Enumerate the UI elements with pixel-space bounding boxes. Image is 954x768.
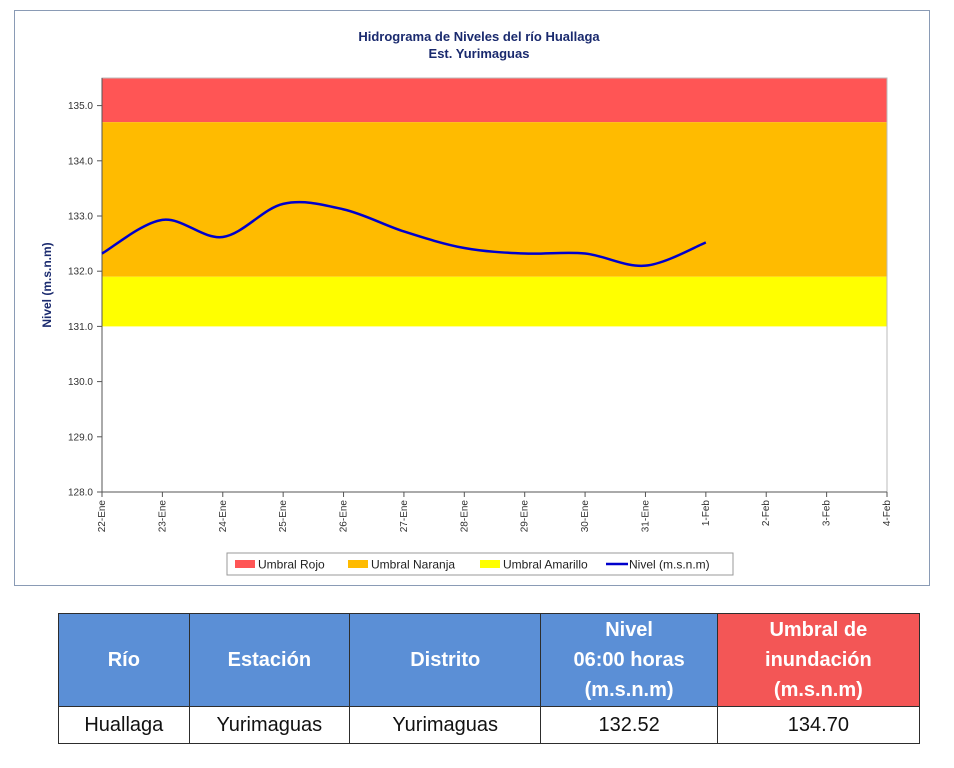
cell-rio: Huallaga bbox=[58, 706, 190, 744]
x-tick-label: 22-Ene bbox=[97, 500, 108, 533]
x-tick-label: 28-Ene bbox=[459, 500, 470, 533]
x-tick-label: 26-Ene bbox=[339, 500, 350, 533]
y-tick-label: 131.0 bbox=[68, 322, 93, 333]
y-tick-label: 129.0 bbox=[68, 432, 93, 443]
cell-umbral: 134.70 bbox=[716, 706, 921, 744]
x-tick-label: 25-Ene bbox=[278, 500, 289, 533]
y-tick-label: 133.0 bbox=[68, 212, 93, 223]
x-tick-label: 29-Ene bbox=[520, 500, 531, 533]
y-tick-label: 128.0 bbox=[68, 488, 93, 499]
cell-nivel: 132.52 bbox=[540, 706, 718, 744]
x-tick-label: 1-Feb bbox=[701, 500, 712, 527]
legend-swatch-0 bbox=[235, 560, 255, 568]
legend-label-3: Nivel (m.s.n.m) bbox=[629, 558, 710, 572]
x-tick-label: 30-Ene bbox=[580, 500, 591, 533]
x-tick-label: 2-Feb bbox=[761, 500, 772, 527]
table-header-row: Río Estación Distrito Nivel 06:00 horas (m… bbox=[58, 613, 921, 707]
y-tick-label: 135.0 bbox=[68, 101, 93, 112]
x-tick-label: 3-Feb bbox=[822, 500, 833, 527]
cell-distrito: Yurimaguas bbox=[349, 706, 542, 744]
y-tick-label: 134.0 bbox=[68, 156, 93, 167]
table-row: Huallaga Yurimaguas Yurimaguas 132.52 13… bbox=[58, 706, 921, 744]
summary-table: Río Estación Distrito Nivel 06:00 horas (m… bbox=[58, 613, 921, 744]
y-tick-label: 130.0 bbox=[68, 377, 93, 388]
legend-label-0: Umbral Rojo bbox=[258, 558, 325, 572]
legend-swatch-2 bbox=[480, 560, 500, 568]
cell-estacion: Yurimaguas bbox=[188, 706, 351, 744]
legend-label-1: Umbral Naranja bbox=[371, 558, 455, 572]
chart-subtitle: Est. Yurimaguas bbox=[429, 46, 530, 61]
header-umbral-inundacion: Umbral de inundación (m.s.n.m) bbox=[716, 613, 921, 707]
threshold-band-1 bbox=[102, 122, 887, 277]
legend-swatch-1 bbox=[348, 560, 368, 568]
x-tick-label: 24-Ene bbox=[218, 500, 229, 533]
chart-frame: Hidrograma de Niveles del río Huallaga Es… bbox=[14, 10, 930, 586]
x-tick-label: 23-Ene bbox=[157, 500, 168, 533]
header-nivel: Nivel 06:00 horas (m.s.n.m) bbox=[540, 613, 718, 707]
y-tick-label: 132.0 bbox=[68, 267, 93, 278]
series-line-nivel bbox=[101, 200, 707, 268]
header-estacion: Estación bbox=[188, 613, 351, 707]
hydrograph-chart: Hidrograma de Niveles del río Huallaga Es… bbox=[40, 29, 893, 576]
y-axis-label: Nivel (m.s.n.m) bbox=[40, 242, 54, 327]
header-distrito: Distrito bbox=[349, 613, 542, 707]
x-tick-label: 31-Ene bbox=[640, 500, 651, 533]
x-tick-label: 4-Feb bbox=[882, 500, 893, 527]
header-rio: Río bbox=[58, 613, 190, 707]
threshold-band-2 bbox=[102, 276, 887, 327]
chart-title: Hidrograma de Niveles del río Huallaga bbox=[358, 29, 600, 44]
x-tick-label: 27-Ene bbox=[399, 500, 410, 533]
legend-label-2: Umbral Amarillo bbox=[503, 558, 588, 572]
threshold-band-0 bbox=[102, 78, 887, 123]
